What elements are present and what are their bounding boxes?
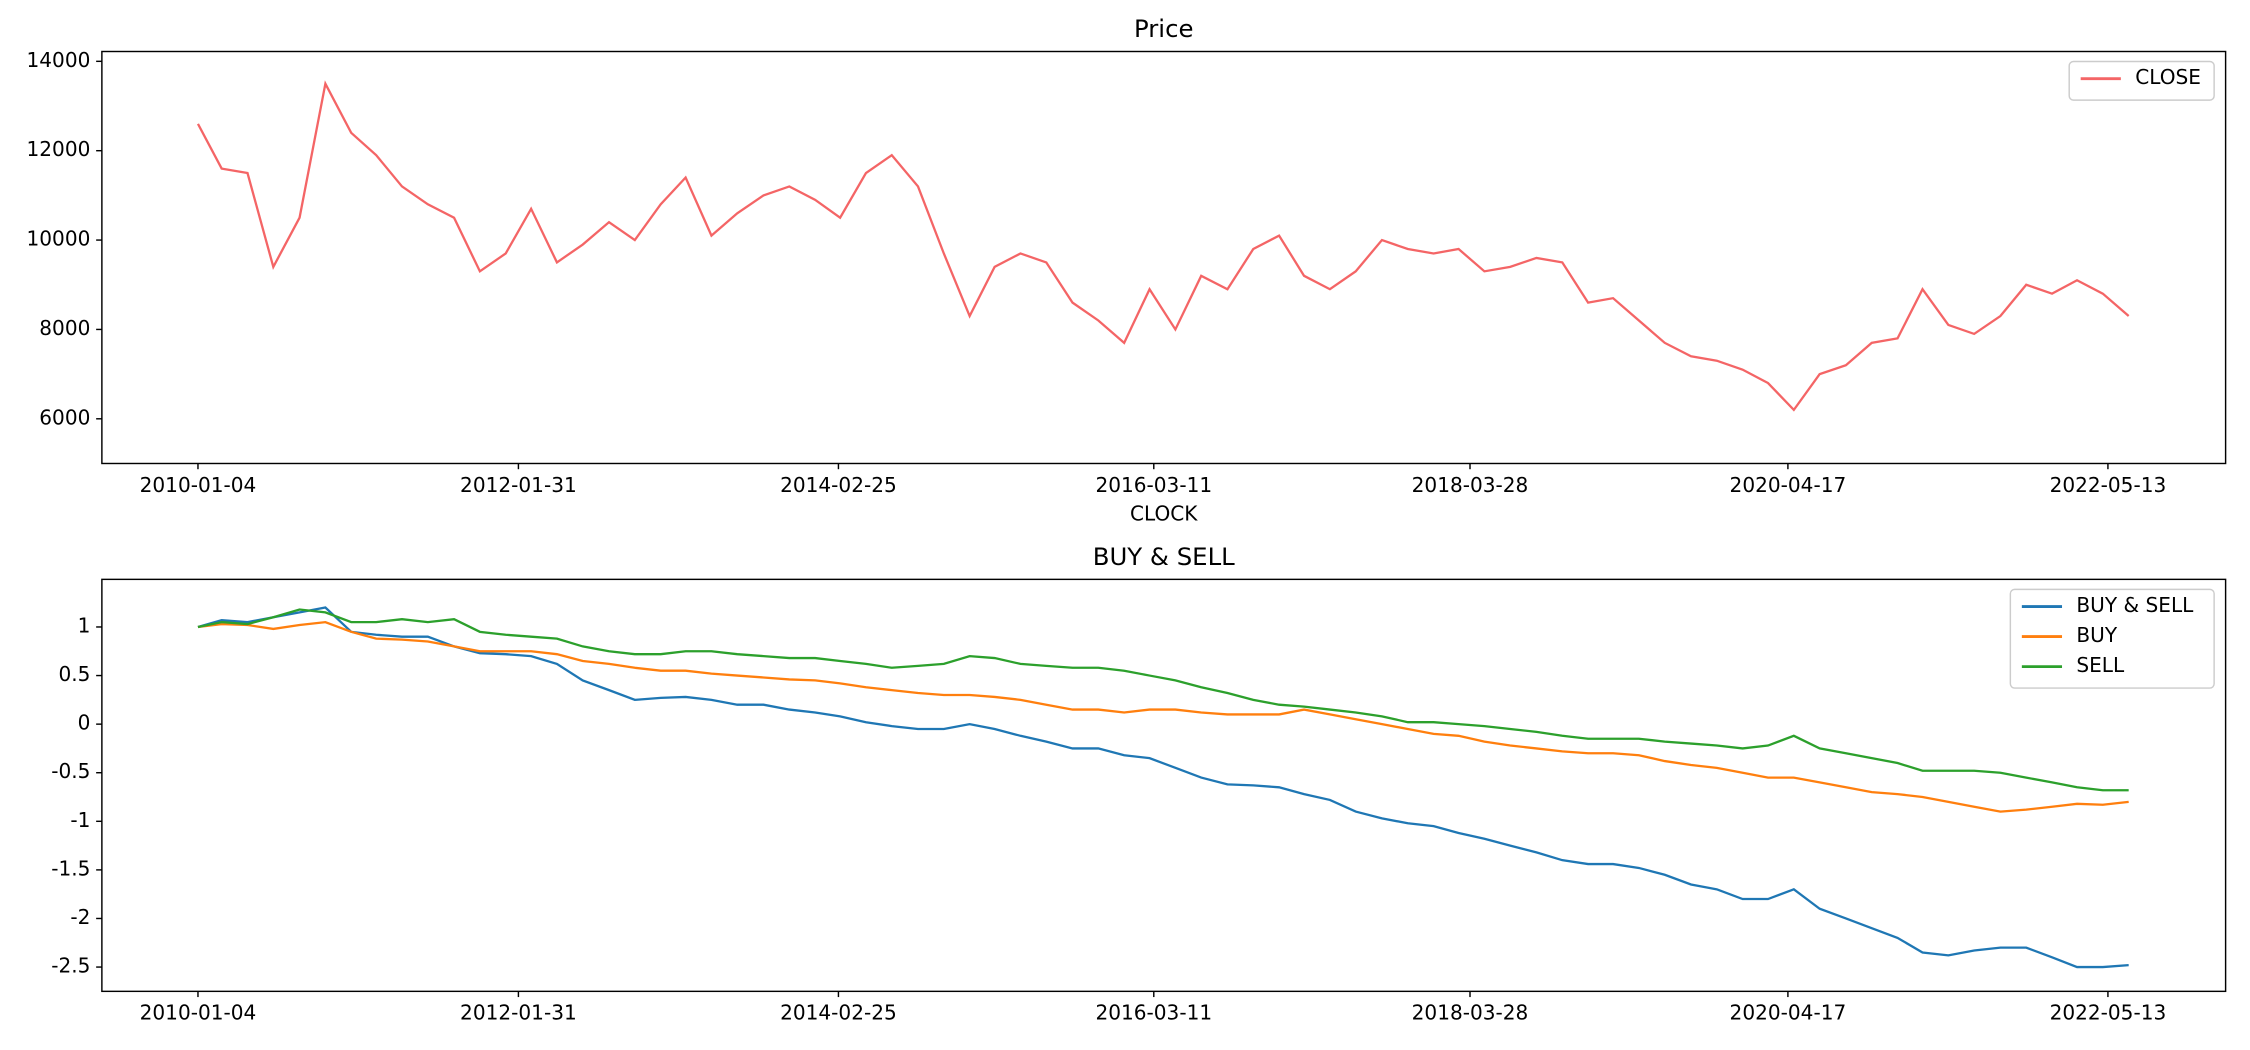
plot-frame xyxy=(101,578,2227,993)
y-tick-label: -2.5 xyxy=(51,954,90,978)
y-tick-label: 10000 xyxy=(27,227,91,251)
x-tick-label: 2010-01-04 xyxy=(140,1001,257,1025)
series-line xyxy=(196,80,2130,412)
y-tick-label: -1.5 xyxy=(51,856,90,880)
x-axis-label: CLOCK xyxy=(1130,502,1198,526)
x-tick-label: 2014-02-25 xyxy=(780,473,897,497)
y-tick-label: -0.5 xyxy=(51,759,90,783)
x-tick-label: 2012-01-31 xyxy=(460,1001,577,1025)
y-tick-label: 0 xyxy=(78,711,91,735)
chart-title: BUY & SELL xyxy=(1093,542,1235,571)
y-tick-label: 14000 xyxy=(27,48,91,72)
y-tick-label: 8000 xyxy=(39,316,90,340)
x-tick-label: 2018-03-28 xyxy=(1412,1001,1529,1025)
x-tick-label: 2012-01-31 xyxy=(460,473,577,497)
y-tick-label: 0.5 xyxy=(58,662,90,686)
x-tick-label: 2018-03-28 xyxy=(1412,473,1529,497)
legend-label: CLOSE xyxy=(2135,65,2201,89)
x-tick-label: 2010-01-04 xyxy=(140,473,257,497)
legend-box xyxy=(2009,588,2215,689)
x-tick-label: 2016-03-11 xyxy=(1095,1001,1212,1025)
x-tick-label: 2022-05-13 xyxy=(2050,473,2167,497)
legend-box xyxy=(2068,60,2215,101)
x-tick-label: 2020-04-17 xyxy=(1730,473,1847,497)
y-tick-label: -2 xyxy=(70,905,90,929)
x-tick-label: 2020-04-17 xyxy=(1730,1001,1847,1025)
y-tick-label: 6000 xyxy=(39,405,90,429)
plot-frame xyxy=(101,50,2227,465)
y-tick-label: -1 xyxy=(70,808,90,832)
x-tick-label: 2014-02-25 xyxy=(780,1001,897,1025)
series-line xyxy=(197,606,2129,969)
series-line xyxy=(197,608,2129,792)
legend-label: BUY xyxy=(2076,623,2117,647)
y-tick-label: 1 xyxy=(78,613,91,637)
y-tick-label: 12000 xyxy=(27,137,91,161)
series-line xyxy=(197,620,2129,813)
legend-label: BUY & SELL xyxy=(2076,593,2194,617)
x-tick-label: 2022-05-13 xyxy=(2050,1001,2167,1025)
chart-title: Price xyxy=(1134,14,1193,43)
x-tick-label: 2016-03-11 xyxy=(1095,473,1212,497)
legend-label: SELL xyxy=(2076,653,2125,677)
